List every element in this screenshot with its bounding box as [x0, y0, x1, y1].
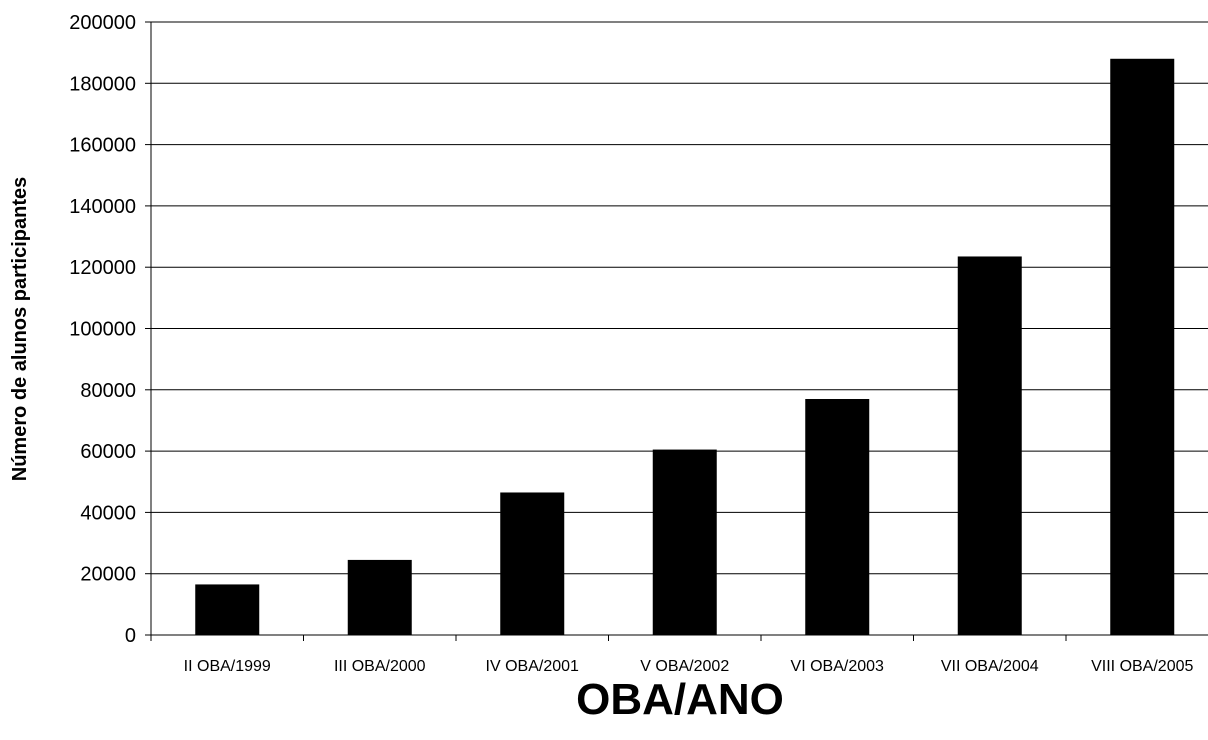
bar — [652, 449, 717, 635]
y-tick-label: 100000 — [69, 319, 136, 341]
x-tick-label: VI OBA/2003 — [791, 658, 884, 675]
x-tick-labels: II OBA/1999 III OBA/2000 IV OBA/2001 V OBA/… — [184, 658, 1194, 675]
x-tick-label: VII OBA/2004 — [941, 658, 1039, 675]
bar — [1110, 58, 1175, 635]
x-tick-label: V OBA/2002 — [640, 658, 729, 675]
bar — [195, 584, 260, 635]
y-tick-label: 200000 — [69, 12, 136, 34]
y-tick-label: 80000 — [80, 380, 136, 402]
y-tick-label: 20000 — [80, 564, 136, 586]
y-tick-label: 120000 — [69, 257, 136, 279]
axes — [145, 21, 1208, 641]
bar — [805, 398, 870, 635]
y-axis-label: Número de alunos participantes — [9, 177, 31, 482]
x-tick-label: VIII OBA/2005 — [1091, 658, 1193, 675]
bar — [347, 559, 412, 635]
bars — [195, 58, 1175, 635]
bar — [500, 492, 565, 635]
x-tick-label: III OBA/2000 — [334, 658, 426, 675]
y-tick-label: 160000 — [69, 135, 136, 157]
y-tick-label: 0 — [125, 625, 136, 647]
y-tick-label: 40000 — [80, 502, 136, 524]
gridlines — [151, 21, 1208, 575]
y-tick-label: 180000 — [69, 73, 136, 95]
x-tick-label: II OBA/1999 — [184, 658, 271, 675]
x-axis-label: OBA/ANO — [576, 675, 784, 724]
y-tick-label: 140000 — [69, 196, 136, 218]
y-tick-label: 60000 — [80, 441, 136, 463]
bar — [957, 256, 1022, 635]
y-tick-labels: 0 20000 40000 60000 80000 100000 120000 140000 1… — [69, 12, 136, 647]
x-tick-label: IV OBA/2001 — [486, 658, 579, 675]
